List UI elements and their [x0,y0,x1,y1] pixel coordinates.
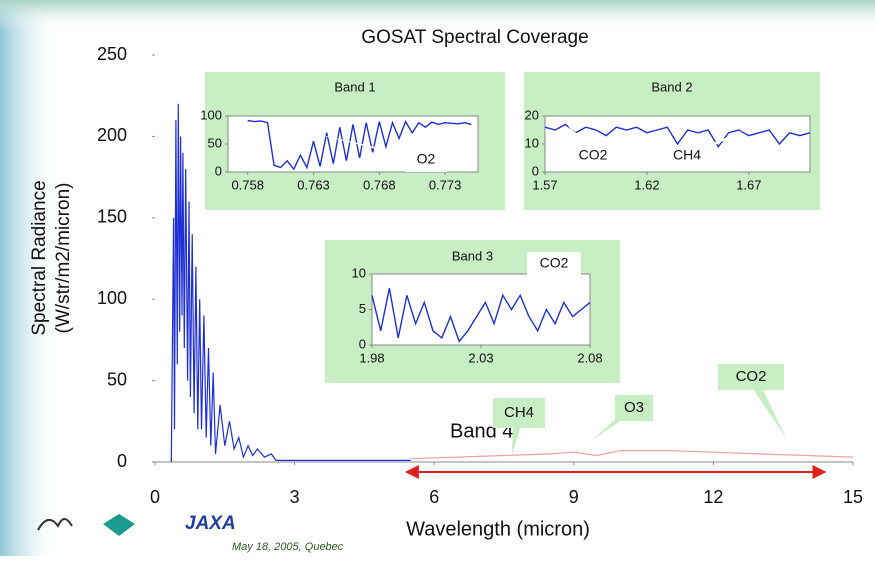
y-tick-label: 0 [215,163,222,178]
inset-chart: Band 2 0 10 20 1.57 1.62 1.67 CO2 CH4 [524,72,820,210]
y-tick-label: 10 [352,265,366,280]
y-tick-label: 100 [200,107,222,122]
inset-chart: Band 3 0 5 10 1.98 2.03 2.08 CO2 [325,240,620,383]
y-tick-label: 50 [107,369,127,389]
y-tick-label: 0 [532,163,539,178]
chart-title: Band 1 [334,79,375,94]
annotation: O3 [624,399,644,416]
y-tick-label: 200 [97,125,127,145]
x-tick-label: 0.768 [363,177,396,192]
y-tick-label: 5 [359,301,366,316]
x-tick-label: 9 [569,487,579,507]
x-tick-label: 2.03 [468,350,493,365]
annotation: CO2 [579,147,608,163]
y-axis-label: Spectral Radiance [29,180,50,335]
x-tick-label: 0.773 [429,177,462,192]
chart-title: Band 2 [651,79,692,94]
y-tick-label: 0 [117,451,127,471]
inset-chart: Band 1 0 50 100 0.758 0.763 0.768 0.773 O2 [200,72,505,210]
y-tick-label: 100 [97,288,127,308]
annotation: CH4 [504,404,534,421]
background-edge [0,0,875,30]
y-tick-label: 10 [525,135,539,150]
y-axis-label: (W/str/m2/micron) [53,183,74,334]
x-tick-label: 0.763 [297,177,330,192]
x-tick-label: 6 [429,487,439,507]
x-tick-label: 1.62 [634,177,659,192]
y-tick-label: 0 [359,336,366,351]
slide: JAXA May 18, 2005, Quebec GOSAT Spectral… [0,0,875,556]
annotation: O2 [417,151,436,167]
annotation: CO2 [736,368,767,385]
annotation: CO2 [540,255,569,271]
x-axis-label: Wavelength (micron) [406,518,590,540]
x-tick-label: 0.758 [231,177,264,192]
x-tick-label: 2.08 [577,350,602,365]
y-tick-label: 250 [97,44,127,64]
x-tick-label: 15 [843,487,863,507]
chart-title: Band 3 [452,248,493,263]
logo-text: JAXA [185,513,236,534]
x-tick-label: 0 [150,487,160,507]
x-tick-label: 1.67 [736,177,761,192]
x-tick-label: 1.98 [359,350,384,365]
footer-text: May 18, 2005, Quebec [232,541,344,553]
page: JAXA May 18, 2005, Quebec GOSAT Spectral… [0,0,875,561]
y-tick-label: 50 [208,135,222,150]
x-tick-label: 3 [290,487,300,507]
annotation: CH4 [673,147,701,163]
x-tick-label: 12 [703,487,723,507]
x-tick-label: 1.57 [532,177,557,192]
y-tick-label: 20 [525,107,539,122]
y-tick-label: 150 [97,207,127,227]
chart-title: GOSAT Spectral Coverage [361,27,588,48]
